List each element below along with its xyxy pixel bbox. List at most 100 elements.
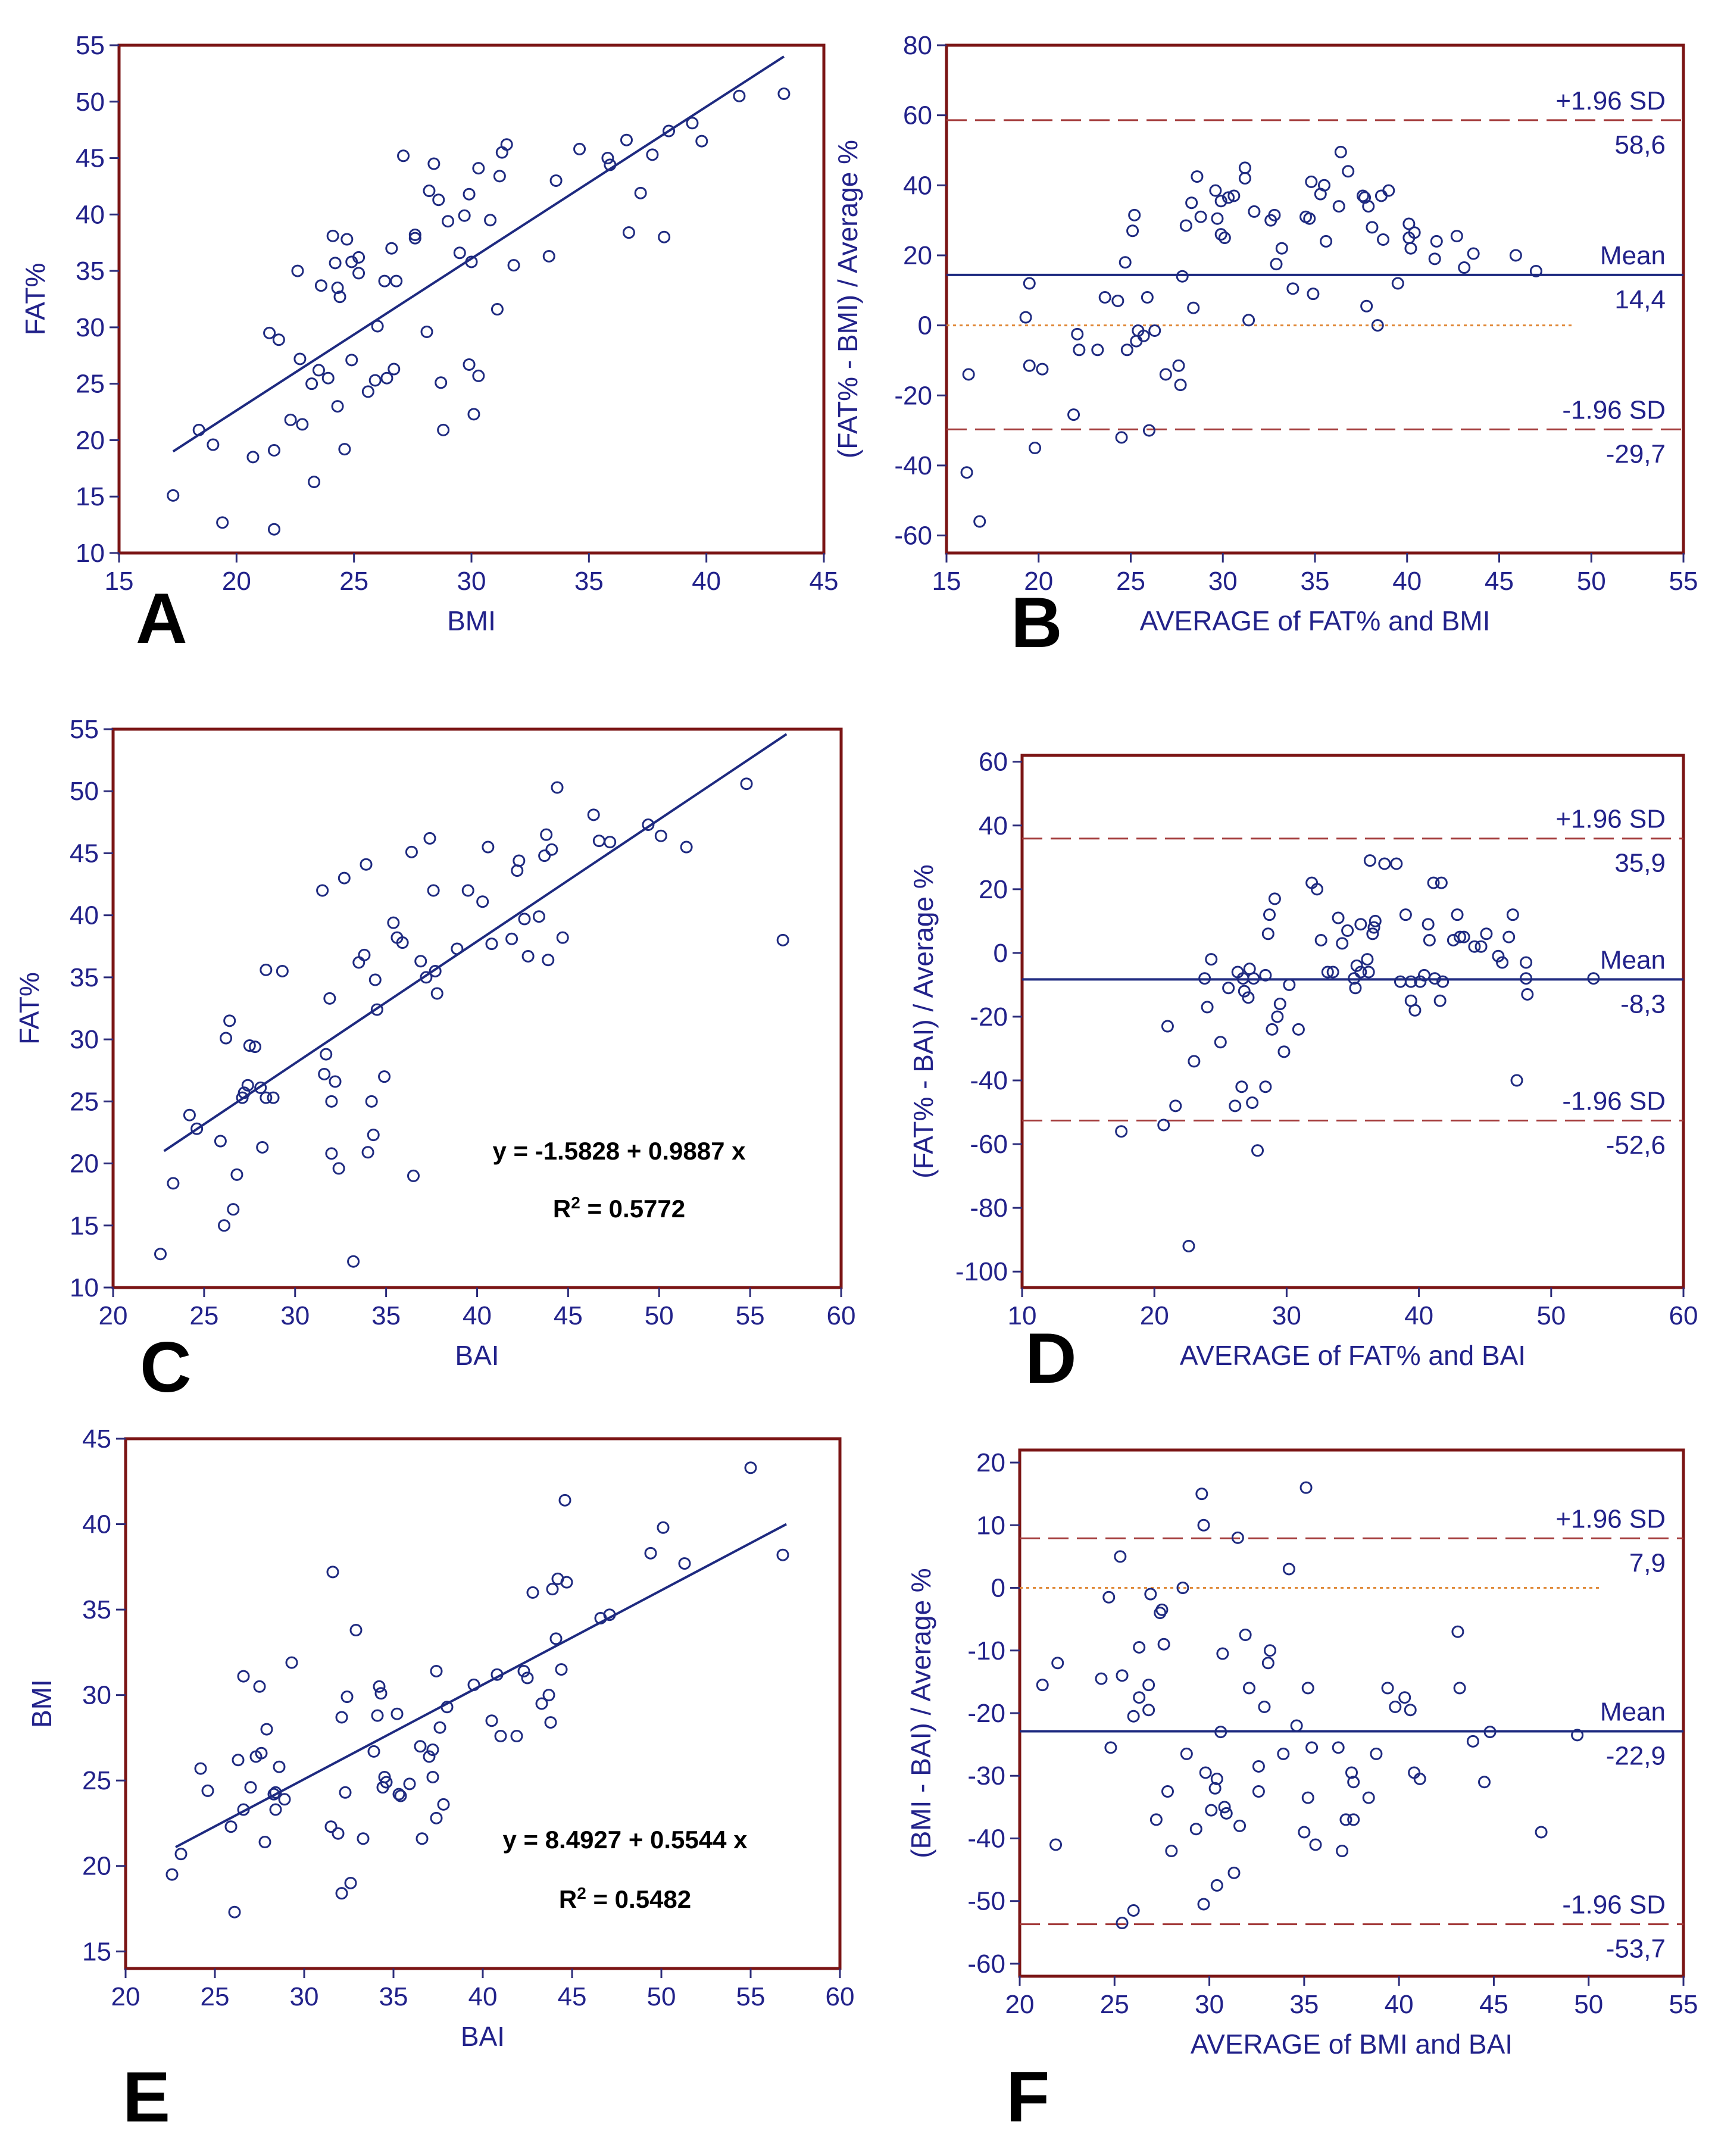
data-point: [269, 1786, 282, 1799]
data-point: [573, 142, 586, 155]
data-point: [344, 1876, 357, 1889]
data-point: [403, 1777, 416, 1791]
data-point: [1467, 247, 1480, 260]
data-point: [1261, 1657, 1274, 1670]
data-point: [1102, 1591, 1116, 1604]
data-point: [1520, 956, 1533, 969]
x-tick-label: 40: [468, 1982, 498, 2011]
x-tick-label: 25: [339, 567, 368, 596]
data-point: [391, 1707, 404, 1720]
x-tick-label: 30: [1272, 1301, 1301, 1330]
data-point: [1246, 1096, 1259, 1110]
data-point: [331, 400, 344, 413]
data-point: [1370, 1747, 1383, 1760]
data-point: [329, 257, 342, 270]
data-point: [776, 933, 789, 946]
data-point: [1268, 208, 1281, 221]
x-tick-label: 60: [827, 1301, 856, 1330]
data-point: [1259, 968, 1272, 982]
data-point: [505, 932, 518, 945]
data-point: [378, 274, 391, 288]
y-tick-label: -60: [970, 1130, 1008, 1159]
data-point: [686, 117, 699, 130]
x-tick-label: 50: [1574, 1990, 1603, 2019]
y-tick-label: 10: [76, 539, 105, 568]
x-axis-title: AVERAGE of FAT% and BMI: [1140, 605, 1491, 636]
data-point: [1195, 1488, 1208, 1501]
data-point: [1071, 327, 1084, 340]
data-point: [1447, 933, 1460, 946]
data-point: [426, 1770, 439, 1783]
data-point: [467, 1678, 480, 1691]
x-tick-label: 35: [371, 1301, 401, 1330]
data-point: [1216, 1647, 1229, 1660]
data-point: [167, 1177, 180, 1190]
data-point: [1137, 329, 1150, 342]
data-point: [560, 1576, 573, 1589]
data-point: [500, 138, 513, 151]
data-point: [1427, 876, 1440, 889]
data-point: [1348, 972, 1361, 985]
y-axis-title: (BMI - BAI) / Average %: [905, 1568, 936, 1858]
data-point: [260, 963, 273, 976]
data-point: [1366, 221, 1379, 234]
data-point: [1390, 857, 1403, 870]
panel-e: 20 25 30 35 40 45 50 55 6015202530354045BAIBMIEy…: [26, 1424, 854, 2137]
data-point: [1115, 431, 1128, 444]
data-point: [1391, 277, 1404, 290]
data-point: [192, 423, 205, 436]
data-point: [253, 1680, 266, 1693]
data-point: [316, 884, 329, 897]
data-point: [267, 1091, 280, 1104]
data-point: [408, 232, 421, 245]
data-point: [220, 1032, 233, 1045]
regression-equation: y = -1.5828 + 0.9887 x: [492, 1137, 746, 1165]
data-point: [1381, 1682, 1394, 1695]
data-point: [973, 515, 986, 528]
data-point: [1261, 927, 1274, 940]
x-tick-label: 15: [932, 567, 961, 596]
data-point: [507, 259, 520, 272]
data-point: [345, 354, 358, 367]
data-point: [1252, 1760, 1265, 1773]
data-point: [1301, 1682, 1314, 1695]
data-point: [352, 251, 366, 264]
data-point: [365, 1095, 378, 1108]
data-point: [1398, 1691, 1411, 1704]
data-point: [1238, 161, 1251, 174]
data-point: [430, 987, 443, 1000]
data-point: [1332, 1741, 1345, 1754]
data-point: [513, 854, 526, 867]
data-point: [338, 443, 351, 456]
data-point: [740, 777, 753, 790]
data-point: [1218, 1801, 1231, 1814]
data-point: [1263, 908, 1276, 921]
data-point: [1334, 145, 1347, 158]
data-point: [321, 371, 335, 385]
data-point: [1362, 200, 1375, 213]
y-tick-label: 30: [70, 1025, 99, 1054]
data-point: [1496, 956, 1509, 969]
data-point: [1176, 1582, 1189, 1595]
data-point: [329, 1075, 342, 1088]
data-point: [1321, 965, 1334, 979]
x-tick-label: 30: [457, 567, 486, 596]
data-point: [1362, 965, 1375, 979]
lower-limit-value: -29,7: [1606, 439, 1666, 468]
y-tick-label: 10: [976, 1511, 1005, 1540]
data-point: [1233, 1819, 1247, 1832]
data-point: [1165, 1845, 1178, 1858]
data-point: [207, 438, 220, 451]
data-point: [680, 840, 693, 854]
data-point: [542, 1689, 555, 1702]
data-point: [1457, 930, 1470, 943]
data-point: [1130, 335, 1143, 348]
data-point: [390, 274, 403, 288]
data-point: [1336, 937, 1349, 950]
upper-limit-label: +1.96 SD: [1555, 86, 1666, 115]
upper-limit-value: 58,6: [1614, 130, 1666, 160]
data-point: [326, 229, 339, 242]
data-point: [733, 89, 746, 102]
data-point: [1430, 235, 1443, 248]
data-point: [1273, 998, 1286, 1011]
